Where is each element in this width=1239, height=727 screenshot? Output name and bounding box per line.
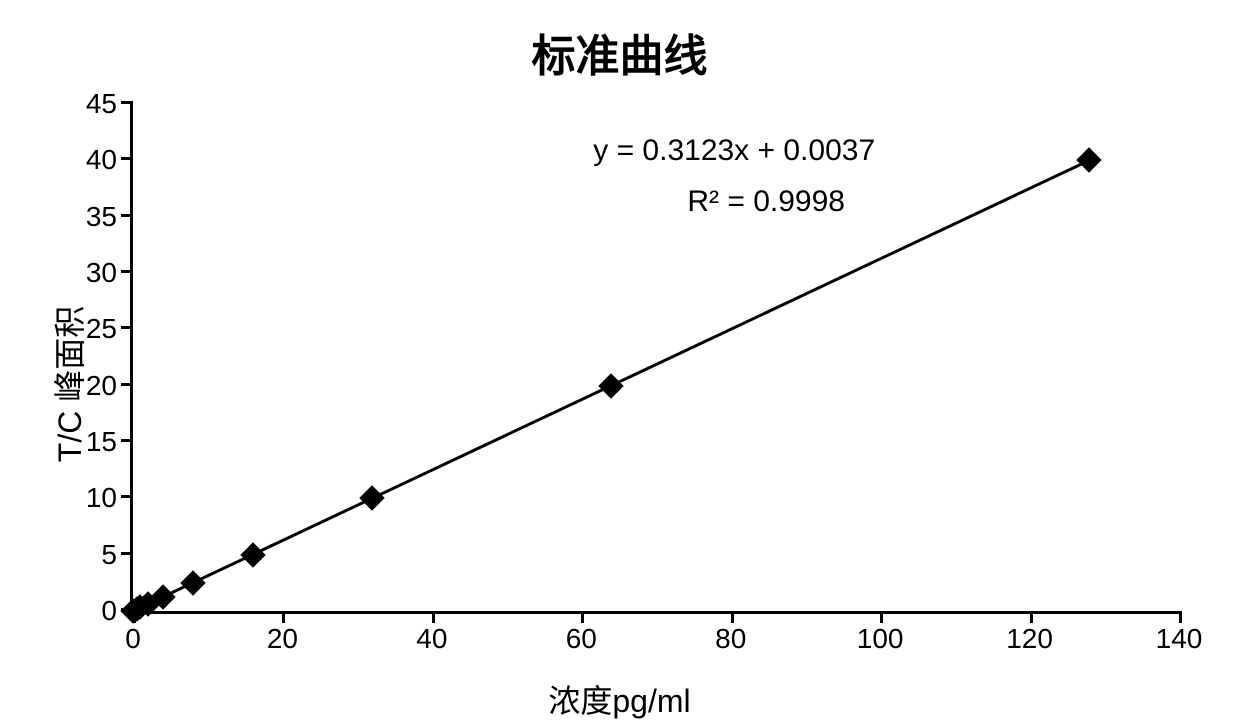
chart-title: 标准曲线 — [20, 20, 1219, 84]
x-tick-label: 40 — [416, 611, 447, 655]
chart-body: T/C 峰面积 y = 0.3123x + 0.0037 R² = 0.9998… — [20, 94, 1219, 674]
r2-annotation: R² = 0.9998 — [687, 185, 845, 219]
y-tick-label: 25 — [86, 313, 133, 345]
plot-svg — [133, 104, 1179, 611]
plot-area: y = 0.3123x + 0.0037 R² = 0.9998 0510152… — [130, 104, 1179, 614]
y-tick-label: 10 — [86, 482, 133, 514]
x-tick-label: 100 — [857, 611, 904, 655]
y-tick-label: 35 — [86, 201, 133, 233]
y-tick-label: 15 — [86, 426, 133, 458]
y-tick-label: 30 — [86, 257, 133, 289]
y-tick-label: 40 — [86, 144, 133, 176]
equation-annotation: y = 0.3123x + 0.0037 — [593, 134, 875, 168]
x-axis-label: 浓度pg/ml — [548, 676, 690, 722]
y-tick-label: 5 — [101, 539, 133, 571]
x-tick-label: 80 — [715, 611, 746, 655]
y-tick-label: 45 — [86, 88, 133, 120]
x-tick-label: 60 — [566, 611, 597, 655]
y-axis-label: T/C 峰面积 — [45, 306, 91, 462]
x-tick-label: 120 — [1006, 611, 1053, 655]
x-tick-label: 20 — [267, 611, 298, 655]
chart-container: 标准曲线 T/C 峰面积 y = 0.3123x + 0.0037 R² = 0… — [20, 20, 1219, 707]
x-tick-label: 140 — [1156, 611, 1203, 655]
y-tick-label: 20 — [86, 370, 133, 402]
